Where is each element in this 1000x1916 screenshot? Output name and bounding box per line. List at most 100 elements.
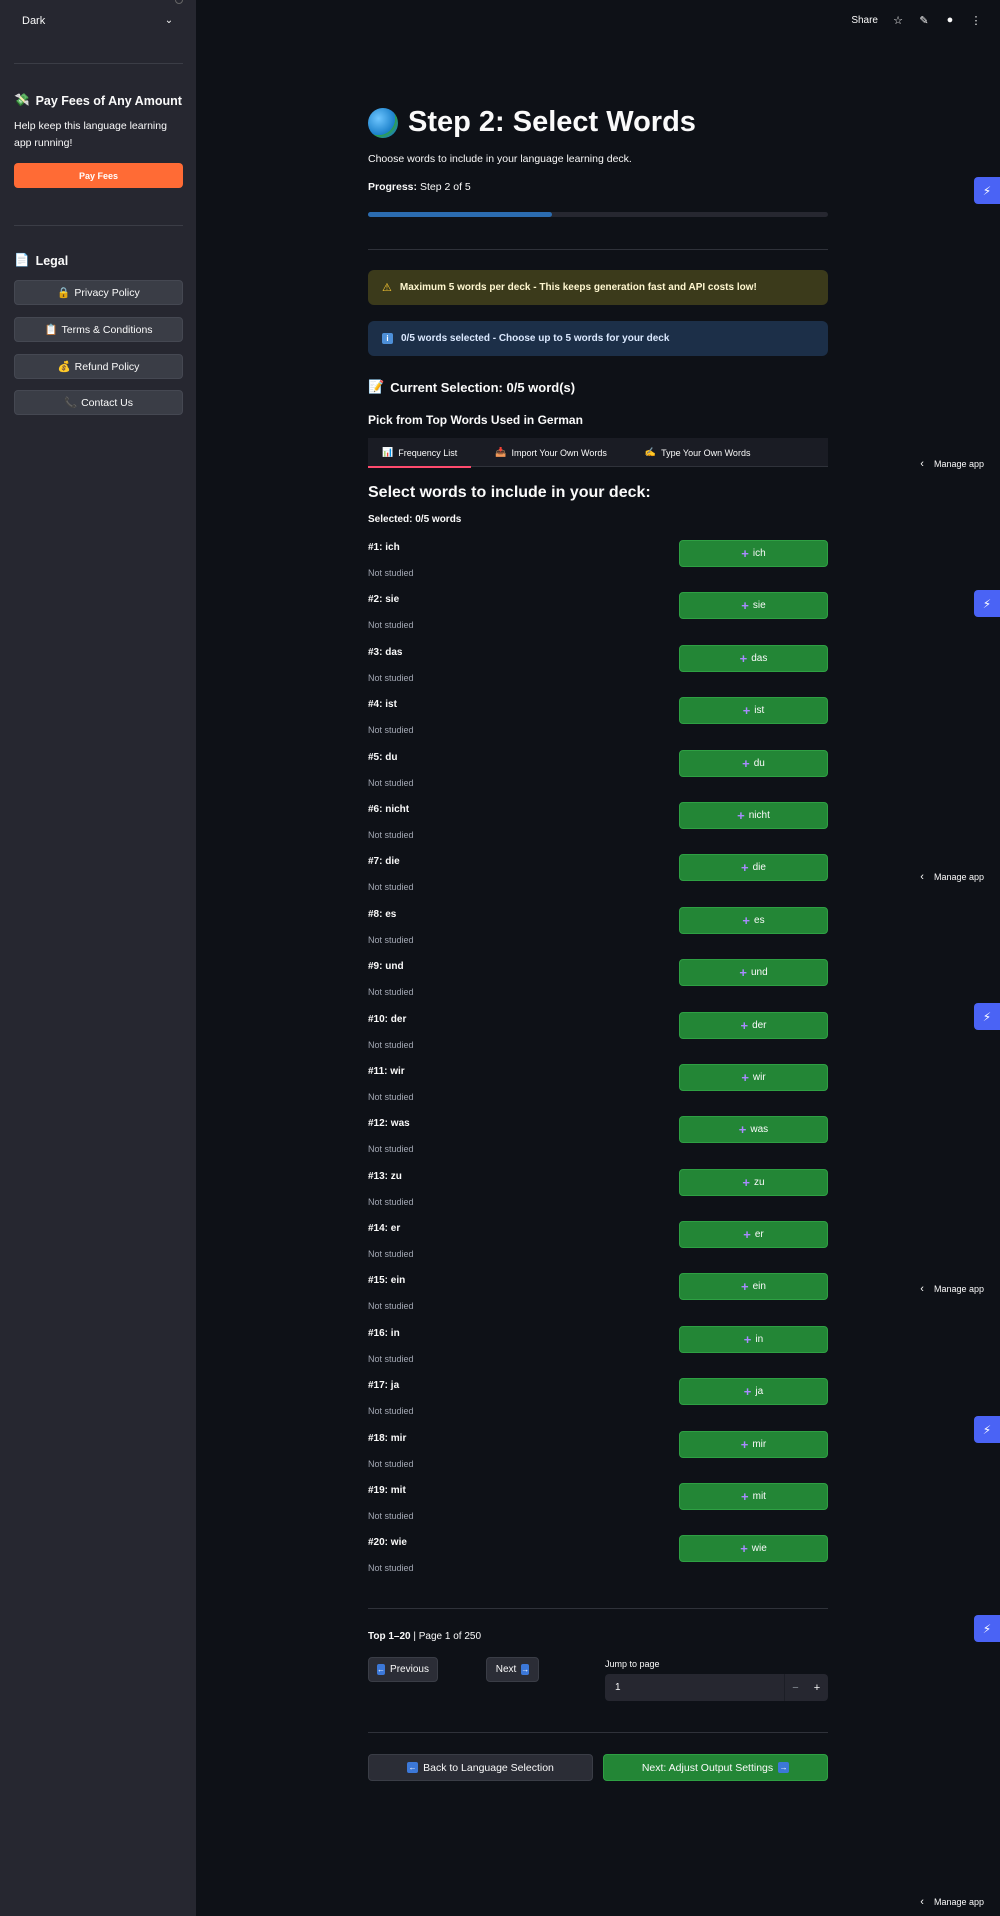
- word-row: #6: nicht Not studied + nicht: [368, 800, 828, 852]
- jump-to-page-input[interactable]: 1 − +: [605, 1674, 828, 1701]
- word-status: Not studied: [368, 1249, 414, 1260]
- add-word-button[interactable]: + das: [679, 644, 828, 672]
- add-word-label: sie: [752, 600, 766, 612]
- word-label: #3: das: [368, 646, 403, 658]
- add-word-button[interactable]: + die: [679, 854, 828, 882]
- word-row: #1: ich Not studied + ich: [368, 538, 828, 590]
- add-word-button[interactable]: + was: [679, 1116, 828, 1144]
- tab-frequency-list[interactable]: 📊 Frequency List: [368, 438, 472, 468]
- manage-app-button[interactable]: ‹ Manage app: [920, 871, 984, 883]
- theme-select[interactable]: Dark ⌄: [14, 10, 183, 32]
- streamlit-badge-icon[interactable]: ⚡: [974, 590, 1000, 617]
- streamlit-badge-icon[interactable]: ⚡: [974, 1003, 1000, 1030]
- plus-icon: +: [739, 650, 748, 666]
- lock-icon: 🔒: [57, 287, 71, 299]
- more-options-icon[interactable]: ⋮: [970, 14, 982, 27]
- plus-icon: +: [739, 965, 747, 981]
- selected-count: Selected: 0/5 words: [368, 514, 462, 525]
- add-word-button[interactable]: + mit: [679, 1483, 828, 1511]
- sidebar: Dark ⌄ 💸 Pay Fees of Any Amount Help kee…: [0, 0, 196, 1916]
- pencil-icon[interactable]: ✎: [919, 14, 929, 27]
- add-word-button[interactable]: + es: [679, 906, 828, 934]
- header-toolbar: Share ☆ ✎ ● ⋮: [851, 12, 982, 28]
- add-word-label: du: [753, 757, 765, 769]
- privacy-policy-button[interactable]: 🔒 Privacy Policy: [14, 280, 183, 305]
- streamlit-badge-icon[interactable]: ⚡: [974, 177, 1000, 204]
- star-icon[interactable]: ☆: [893, 14, 903, 27]
- warning-alert: ⚠ Maximum 5 words per deck - This keeps …: [368, 270, 828, 305]
- streamlit-badge-icon[interactable]: ⚡: [974, 1416, 1000, 1443]
- add-word-button[interactable]: + zu: [679, 1168, 828, 1196]
- plus-icon: +: [738, 1122, 747, 1138]
- previous-page-button[interactable]: ← Previous: [368, 1657, 438, 1682]
- refund-policy-button[interactable]: 💰 Refund Policy: [14, 354, 183, 379]
- manage-app-button[interactable]: ‹ Manage app: [920, 1896, 984, 1908]
- manage-app-button[interactable]: ‹ Manage app: [920, 458, 984, 470]
- jump-to-page-value[interactable]: 1: [615, 1682, 621, 1693]
- sidebar-resize-handle[interactable]: [175, 0, 183, 4]
- plus-icon: +: [741, 860, 749, 876]
- word-label: #8: es: [368, 908, 397, 920]
- word-status: Not studied: [368, 568, 414, 578]
- increment-button[interactable]: +: [813, 1681, 821, 1694]
- document-icon: 📄: [14, 253, 30, 267]
- add-word-button[interactable]: + wir: [679, 1063, 828, 1091]
- pay-section-description: Help keep this language learning app run…: [14, 120, 167, 149]
- tab-import-words[interactable]: 📥 Import Your Own Words: [495, 447, 607, 458]
- divider: [368, 1732, 828, 1733]
- add-word-button[interactable]: + mir: [679, 1430, 828, 1458]
- next-page-button[interactable]: Next →: [486, 1657, 539, 1682]
- share-button[interactable]: Share: [851, 14, 878, 26]
- sidebar-divider: [14, 225, 183, 226]
- github-icon[interactable]: ●: [946, 14, 954, 26]
- word-row: #20: wie Not studied + wie: [368, 1533, 828, 1585]
- add-word-button[interactable]: + ja: [679, 1378, 828, 1406]
- add-word-button[interactable]: + du: [679, 749, 828, 777]
- page-title-row: Step 2: Select Words: [368, 106, 696, 139]
- back-to-language-button[interactable]: ← Back to Language Selection: [368, 1754, 593, 1781]
- tab-type-words[interactable]: ✍️ Type Your Own Words: [644, 447, 751, 458]
- bar-chart-icon: 📊: [382, 447, 394, 457]
- word-status: Not studied: [368, 1091, 414, 1102]
- progress-text: Progress: Step 2 of 5: [368, 181, 471, 193]
- word-row: #17: ja Not studied + ja: [368, 1376, 828, 1428]
- add-word-button[interactable]: + nicht: [679, 801, 828, 829]
- word-row: #2: sie Not studied + sie: [368, 590, 828, 642]
- word-row: #10: der Not studied + der: [368, 1010, 828, 1062]
- sidebar-divider: [14, 63, 183, 64]
- manage-app-button[interactable]: ‹ Manage app: [920, 1283, 984, 1295]
- add-word-button[interactable]: + sie: [679, 592, 828, 620]
- add-word-label: mir: [752, 1438, 767, 1450]
- word-status: Not studied: [368, 1196, 414, 1207]
- word-label: #10: der: [368, 1013, 407, 1025]
- add-word-button[interactable]: + und: [679, 959, 828, 987]
- contact-us-button[interactable]: 📞 Contact Us: [14, 390, 183, 415]
- terms-conditions-button[interactable]: 📋 Terms & Conditions: [14, 317, 183, 342]
- phone-icon: 📞: [63, 397, 78, 409]
- next-output-settings-button[interactable]: Next: Adjust Output Settings →: [603, 1754, 828, 1781]
- add-word-button[interactable]: + ein: [679, 1273, 828, 1301]
- add-word-label: die: [752, 862, 766, 874]
- word-row: #3: das Not studied + das: [368, 643, 828, 695]
- add-word-label: was: [750, 1124, 769, 1136]
- add-word-label: in: [755, 1333, 764, 1345]
- add-word-button[interactable]: + wie: [679, 1535, 828, 1563]
- add-word-button[interactable]: + ich: [679, 540, 828, 567]
- add-word-button[interactable]: + er: [679, 1221, 828, 1249]
- info-icon: i: [382, 333, 393, 344]
- word-label: #12: was: [368, 1118, 410, 1130]
- word-status: Not studied: [368, 620, 414, 631]
- pay-fees-button[interactable]: Pay Fees: [14, 163, 183, 188]
- chevron-left-icon: ‹: [920, 458, 924, 470]
- decrement-button[interactable]: −: [784, 1674, 806, 1701]
- add-word-button[interactable]: + ist: [679, 697, 828, 725]
- word-status: Not studied: [368, 777, 414, 788]
- word-row: #13: zu Not studied + zu: [368, 1167, 828, 1219]
- arrow-left-icon: ←: [377, 1664, 386, 1675]
- word-status: Not studied: [368, 1511, 414, 1522]
- current-selection-heading: 📝 Current Selection: 0/5 word(s): [368, 379, 576, 395]
- add-word-button[interactable]: + der: [679, 1011, 828, 1039]
- plus-icon: +: [740, 1541, 748, 1557]
- add-word-button[interactable]: + in: [679, 1325, 828, 1353]
- streamlit-badge-icon[interactable]: ⚡: [974, 1615, 1000, 1642]
